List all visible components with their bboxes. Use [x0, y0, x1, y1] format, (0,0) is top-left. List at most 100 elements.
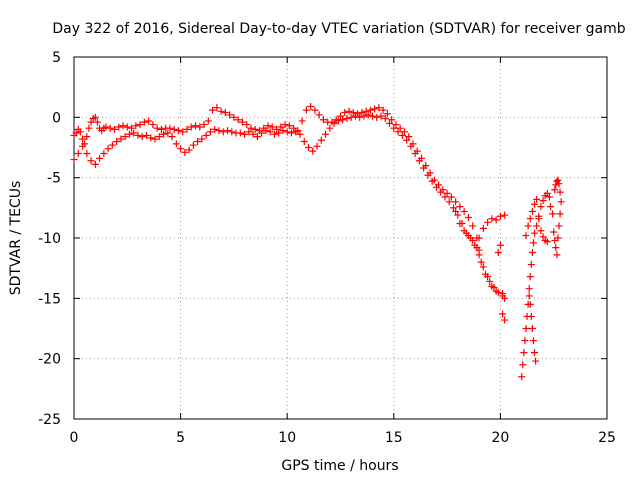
data-point [307, 102, 315, 110]
data-point [136, 121, 144, 129]
data-point [100, 150, 108, 158]
data-point [322, 130, 330, 138]
data-point [373, 113, 381, 121]
data-point [360, 112, 368, 120]
data-point [204, 117, 212, 125]
data-point [454, 211, 462, 219]
data-point [475, 251, 483, 259]
data-point [415, 157, 423, 165]
data-point [551, 186, 559, 194]
data-point [456, 203, 464, 211]
data-point [518, 373, 526, 381]
data-point [449, 204, 457, 212]
data-point [552, 181, 560, 189]
data-point [377, 112, 385, 120]
data-point [311, 106, 319, 114]
data-point [87, 118, 95, 126]
data-point [108, 141, 116, 149]
data-point [238, 118, 246, 126]
data-point [520, 349, 528, 357]
data-point [326, 124, 334, 132]
data-point [428, 177, 436, 185]
axis-ticks [73, 56, 608, 420]
data-point [206, 128, 214, 136]
data-point [285, 122, 293, 130]
data-point [528, 325, 536, 332]
data-point [125, 130, 133, 138]
data-point [334, 117, 342, 125]
data-point [123, 123, 131, 131]
data-point [555, 222, 563, 230]
x-tick-label: 10 [278, 430, 296, 446]
data-point [74, 150, 82, 158]
data-point [521, 337, 529, 345]
data-point [547, 203, 555, 211]
data-point [445, 198, 453, 206]
data-point [528, 248, 536, 256]
data-point [287, 129, 295, 137]
data-point [447, 193, 455, 201]
y-tick-label: -20 [38, 352, 61, 368]
data-point [221, 109, 229, 117]
data-point [554, 176, 562, 184]
data-point [319, 116, 327, 124]
data-point [185, 146, 193, 154]
data-point [494, 248, 502, 256]
x-axis-label: GPS time / hours [281, 458, 398, 474]
data-point [535, 215, 543, 223]
data-point [106, 124, 114, 132]
data-point [115, 123, 123, 131]
data-point [91, 113, 99, 121]
data-point [531, 229, 539, 237]
data-point [527, 261, 535, 269]
y-axis-label: SDTVAR / TECUs [8, 181, 24, 296]
data-point [151, 135, 159, 143]
data-point [525, 292, 533, 300]
data-point [266, 128, 274, 136]
data-point [345, 107, 353, 115]
data-point [230, 113, 238, 121]
data-point [196, 123, 204, 131]
data-point [155, 133, 163, 141]
data-point [543, 189, 551, 197]
data-point [83, 150, 91, 158]
data-point [79, 142, 87, 150]
data-point [460, 227, 468, 235]
data-point [531, 200, 539, 208]
data-point [189, 141, 197, 149]
data-point [96, 154, 104, 162]
data-point [279, 127, 287, 135]
data-point [475, 234, 483, 242]
data-point [492, 216, 500, 224]
plot-frame [73, 56, 608, 420]
data-point [102, 123, 110, 131]
data-point [411, 150, 419, 158]
data-point [172, 140, 180, 148]
data-point [76, 128, 84, 136]
data-point [83, 133, 91, 141]
data-point [200, 121, 208, 129]
data-point [529, 337, 537, 345]
data-point [532, 357, 540, 365]
data-point [400, 128, 408, 136]
data-point [145, 117, 153, 125]
data-point [469, 222, 477, 230]
data-point [526, 300, 534, 308]
data-point [464, 232, 472, 240]
data-point [170, 125, 178, 133]
data-point [443, 189, 451, 197]
data-point [315, 111, 323, 119]
data-points [70, 102, 565, 381]
data-point [522, 232, 530, 240]
data-point [499, 310, 507, 318]
data-point [539, 197, 547, 205]
data-point [473, 244, 481, 252]
data-point [366, 106, 374, 114]
series-track-c [452, 207, 509, 324]
data-point [477, 258, 485, 266]
data-point [270, 130, 278, 138]
data-point [281, 121, 289, 129]
data-point [132, 122, 140, 130]
data-point [264, 122, 272, 130]
data-point [209, 106, 217, 114]
